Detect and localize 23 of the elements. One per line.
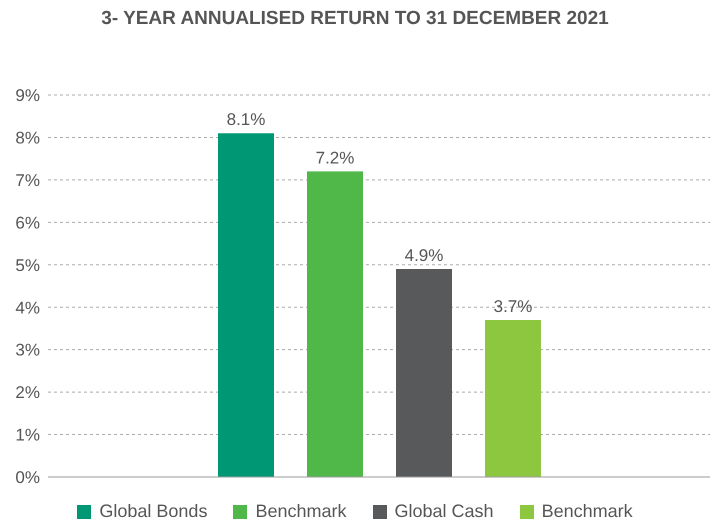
y-tick-label: 3% (15, 340, 40, 360)
y-tick-label: 2% (15, 383, 40, 402)
chart-title: 3- YEAR ANNUALISED RETURN TO 31 DECEMBER 2021 (100, 8, 610, 30)
bar (307, 171, 363, 477)
y-tick-label: 1% (15, 426, 40, 445)
bar (396, 269, 452, 477)
data-label: 3.7% (494, 296, 532, 316)
y-tick-label: 5% (15, 256, 40, 275)
legend-label: Benchmark (255, 501, 346, 522)
y-tick-label: 6% (15, 213, 40, 232)
data-label: 4.9% (404, 246, 444, 266)
y-tick-label: 8% (15, 128, 40, 148)
y-tick-label: 4% (15, 298, 40, 318)
legend-label: Global Bonds (99, 501, 208, 522)
legend-label: Benchmark (542, 501, 633, 522)
y-tick-label: 9% (15, 86, 40, 106)
y-tick-label: 7% (15, 170, 40, 190)
y-tick-label: 0% (15, 468, 40, 488)
bar (218, 133, 274, 477)
data-label: 8.1% (226, 110, 266, 130)
bar (485, 320, 541, 477)
data-label: 7.2% (316, 148, 354, 168)
legend-label: Global Cash (394, 501, 494, 522)
